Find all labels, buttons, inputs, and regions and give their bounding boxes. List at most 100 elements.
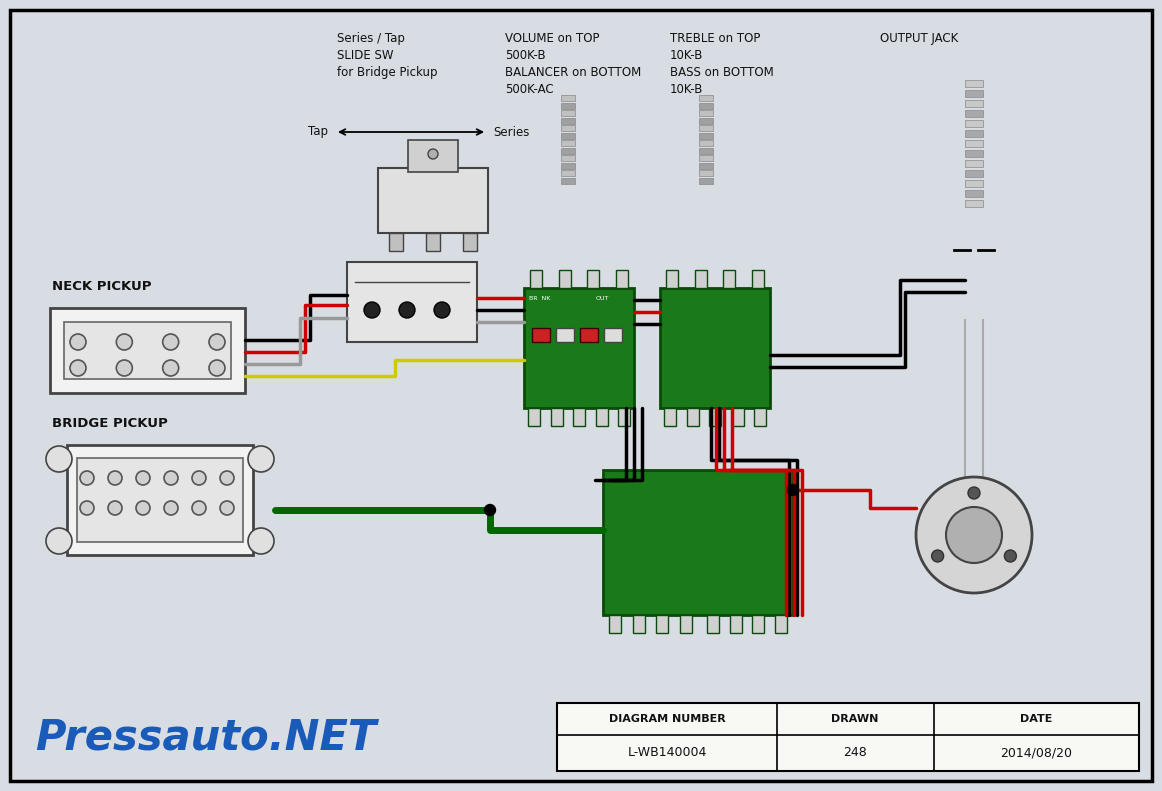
Bar — [732, 408, 744, 426]
Bar — [700, 103, 713, 108]
Circle shape — [46, 528, 72, 554]
Bar — [347, 262, 476, 342]
Bar — [664, 408, 676, 426]
Bar — [561, 140, 575, 146]
Bar — [964, 110, 983, 117]
Bar — [561, 155, 575, 161]
Bar — [50, 308, 245, 393]
Bar — [964, 180, 983, 187]
Bar — [561, 110, 575, 116]
Circle shape — [80, 501, 94, 515]
Bar — [561, 133, 575, 138]
Bar — [408, 140, 458, 172]
Circle shape — [209, 360, 225, 376]
Text: DIAGRAM NUMBER: DIAGRAM NUMBER — [609, 714, 725, 724]
Bar — [775, 615, 787, 633]
Circle shape — [164, 471, 178, 485]
Circle shape — [70, 360, 86, 376]
Bar — [700, 140, 713, 146]
Circle shape — [70, 334, 86, 350]
Bar — [561, 125, 575, 131]
Circle shape — [916, 477, 1032, 593]
Text: Pressauto.NET: Pressauto.NET — [35, 716, 376, 758]
Bar — [700, 110, 713, 116]
Bar — [580, 328, 598, 342]
Text: OUTPUT JACK: OUTPUT JACK — [880, 32, 959, 45]
Bar — [964, 130, 983, 137]
Bar — [632, 615, 645, 633]
Bar — [561, 162, 575, 168]
Bar — [528, 408, 540, 426]
Bar — [462, 233, 476, 251]
Bar — [426, 233, 440, 251]
Circle shape — [164, 501, 178, 515]
Bar — [700, 162, 713, 168]
Circle shape — [116, 360, 132, 376]
Bar — [964, 140, 983, 147]
Text: L-WB140004: L-WB140004 — [627, 747, 706, 759]
Circle shape — [136, 501, 150, 515]
Bar — [604, 328, 622, 342]
Bar — [964, 80, 983, 87]
Bar — [964, 200, 983, 207]
Circle shape — [80, 471, 94, 485]
Text: 248: 248 — [844, 747, 867, 759]
Circle shape — [932, 550, 944, 562]
Bar — [557, 703, 1139, 771]
Bar — [687, 408, 698, 426]
Circle shape — [248, 528, 274, 554]
Circle shape — [108, 501, 122, 515]
Bar — [609, 615, 621, 633]
Text: Series / Tap
SLIDE SW
for Bridge Pickup: Series / Tap SLIDE SW for Bridge Pickup — [337, 32, 438, 79]
Circle shape — [220, 471, 234, 485]
Circle shape — [968, 487, 980, 499]
Circle shape — [1004, 550, 1017, 562]
Bar — [657, 615, 668, 633]
Bar — [723, 270, 736, 288]
Bar — [730, 615, 741, 633]
Circle shape — [364, 302, 380, 318]
Circle shape — [108, 471, 122, 485]
Bar — [603, 470, 792, 615]
Bar — [561, 170, 575, 176]
Circle shape — [192, 501, 206, 515]
Bar — [964, 150, 983, 157]
Circle shape — [220, 501, 234, 515]
Text: NECK PICKUP: NECK PICKUP — [52, 280, 151, 293]
Bar — [660, 288, 770, 408]
Bar — [616, 270, 627, 288]
Circle shape — [788, 485, 798, 495]
Bar — [587, 270, 600, 288]
Circle shape — [209, 334, 225, 350]
Bar — [700, 147, 713, 153]
Bar — [754, 408, 766, 426]
Text: OUT: OUT — [596, 296, 609, 301]
Bar — [389, 233, 403, 251]
Circle shape — [946, 507, 1002, 563]
Bar — [573, 408, 584, 426]
Circle shape — [163, 360, 179, 376]
Bar — [700, 133, 713, 138]
Bar — [77, 458, 243, 542]
Bar — [964, 90, 983, 97]
Bar — [700, 118, 713, 123]
Bar — [532, 328, 550, 342]
Bar — [67, 445, 253, 555]
Circle shape — [163, 334, 179, 350]
Bar — [551, 408, 562, 426]
Circle shape — [485, 505, 495, 516]
Bar — [666, 270, 677, 288]
Bar — [561, 118, 575, 123]
Bar — [618, 408, 630, 426]
Bar — [700, 170, 713, 176]
Bar — [561, 95, 575, 101]
Bar — [706, 615, 719, 633]
Bar — [695, 270, 706, 288]
Bar — [680, 615, 693, 633]
Bar — [700, 95, 713, 101]
Bar — [964, 190, 983, 197]
Bar — [524, 288, 634, 408]
Bar — [700, 125, 713, 131]
Text: Tap: Tap — [308, 126, 328, 138]
Bar — [595, 408, 608, 426]
